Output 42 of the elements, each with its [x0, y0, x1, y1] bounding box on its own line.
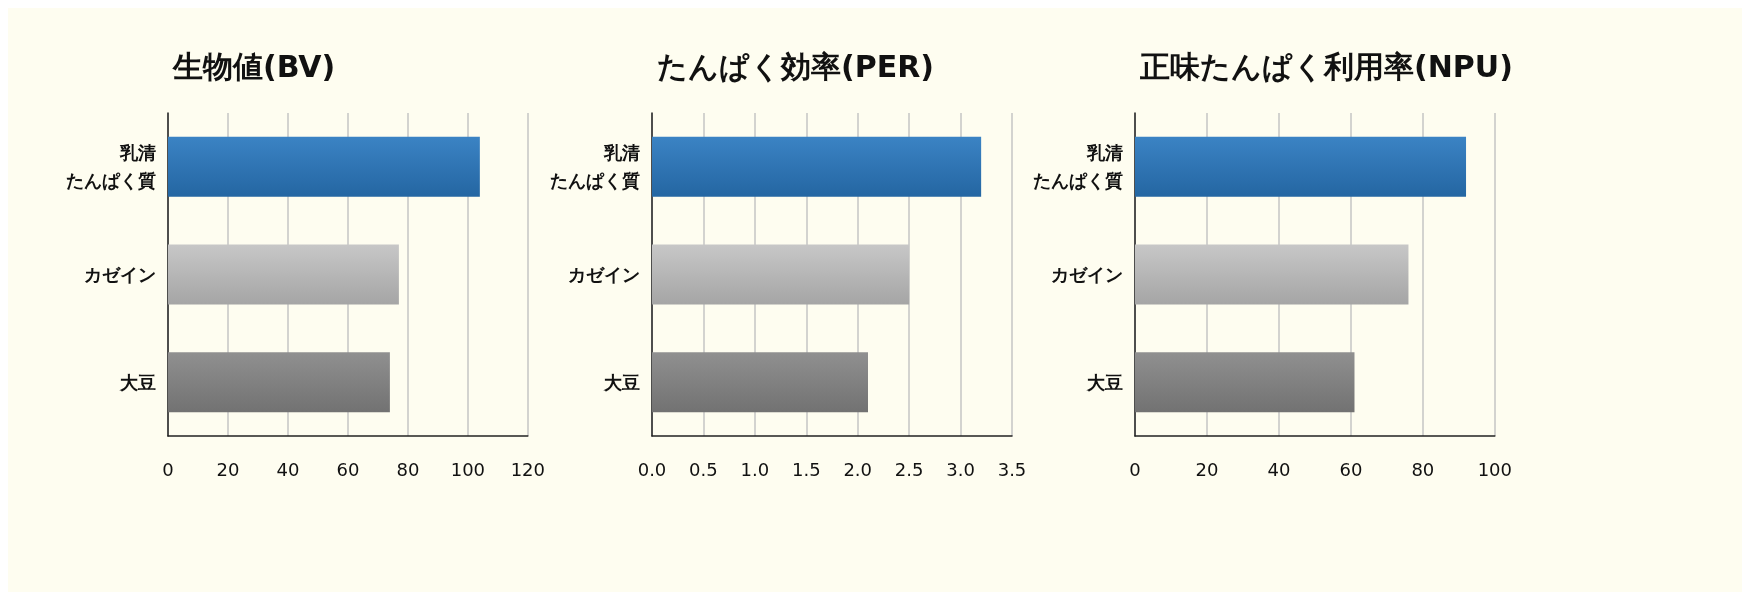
x-tick-label: 0.0 [637, 458, 666, 480]
bar [168, 352, 390, 413]
bar [651, 244, 909, 305]
bar [651, 136, 981, 197]
bar [1135, 136, 1467, 197]
x-tick-label: 80 [396, 458, 420, 480]
chart-title: 正味たんぱく利用率(NPU) [1139, 48, 1513, 84]
x-tick-label: 0 [1129, 458, 1141, 480]
x-tick-label: 0.5 [688, 458, 718, 480]
x-tick-label: 40 [1267, 458, 1291, 480]
bar [1135, 244, 1409, 305]
x-tick-label: 2.0 [842, 458, 872, 480]
bar [1135, 352, 1355, 413]
y-tick-label: 大豆 [119, 371, 156, 393]
y-tick-label: 乳清たんぱく質 [1033, 142, 1123, 192]
x-tick-label: 40 [276, 458, 300, 480]
y-tick-label: 乳清たんぱく質 [66, 142, 156, 192]
x-tick-label: 1.0 [740, 458, 769, 480]
y-tick-label: 大豆 [1086, 371, 1123, 393]
chart-title: 生物値(BV) [172, 48, 336, 84]
x-tick-label: 20 [1195, 458, 1219, 480]
y-tick-label: カゼイン [1051, 264, 1123, 285]
y-tick-label: カゼイン [84, 264, 156, 285]
y-tick-label: カゼイン [567, 264, 640, 285]
bar [651, 352, 868, 413]
x-tick-label: 2.5 [894, 458, 923, 480]
y-tick-label: 大豆 [602, 371, 640, 393]
bar [168, 244, 399, 305]
x-tick-label: 0 [162, 458, 174, 480]
chart-title: たんぱく効率(PER) [656, 48, 934, 84]
x-tick-label: 80 [1411, 458, 1435, 480]
bar [168, 136, 480, 197]
x-tick-label: 120 [510, 458, 545, 480]
x-tick-label: 100 [1477, 458, 1512, 480]
x-tick-label: 20 [216, 458, 240, 480]
x-tick-label: 1.5 [791, 458, 821, 480]
x-tick-label: 3.5 [997, 458, 1026, 480]
y-tick-label: 乳清たんぱく質 [549, 142, 640, 192]
x-tick-label: 100 [450, 458, 486, 480]
x-tick-label: 3.0 [945, 458, 975, 480]
x-tick-label: 60 [336, 458, 360, 480]
x-tick-label: 60 [1339, 458, 1363, 480]
